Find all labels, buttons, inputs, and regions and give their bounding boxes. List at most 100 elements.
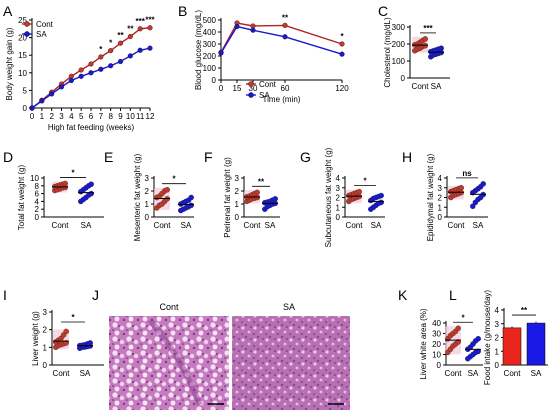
x-tick-label: Cont: [53, 369, 71, 378]
x-tick-label: SA: [531, 369, 542, 378]
data-point-cont: [62, 180, 68, 187]
x-tick-label: SA: [81, 221, 92, 230]
data-point-sa: [127, 53, 133, 59]
legend-label-sa-b: SA: [259, 91, 270, 100]
y-axis-label: Liver white area (%): [419, 308, 428, 379]
y-tick-label: 4: [495, 306, 500, 315]
panel-letter-i: I: [3, 287, 7, 303]
y-tick-label: 2: [35, 205, 40, 214]
data-point-sa: [88, 190, 94, 197]
x-tick-label: 1: [40, 112, 45, 121]
data-point-sa: [188, 194, 194, 201]
data-point-cont: [422, 36, 428, 42]
x-axis-label: Time (min): [263, 95, 301, 104]
x-tick-label: 30: [249, 84, 258, 93]
significance-label: **: [127, 25, 134, 34]
data-point-cont: [254, 189, 260, 196]
bar-sa: [526, 322, 546, 366]
y-tick-label: 4: [35, 197, 40, 206]
data-point-cont: [63, 328, 69, 335]
panel-letter-l: L: [449, 287, 457, 303]
y-tick-label: 3: [145, 174, 150, 183]
x-tick-label: 10: [126, 112, 135, 121]
y-tick-label: 2: [145, 187, 150, 196]
y-tick-label: 3: [336, 184, 341, 193]
data-point-sa: [108, 63, 114, 69]
y-tick-label: 3: [495, 320, 500, 329]
x-tick-label: 7: [99, 112, 104, 121]
significance-label: ***: [135, 17, 145, 26]
data-point-sa: [68, 77, 74, 84]
data-point-cont: [78, 67, 84, 73]
legend-marker-cont-b: [248, 81, 254, 87]
significance-label: *: [172, 175, 176, 184]
y-tick-label: 10: [432, 351, 441, 360]
data-point-cont: [356, 188, 362, 195]
y-tick-label: 0: [35, 213, 40, 222]
y-tick-label: 5: [23, 86, 28, 95]
legend-label-cont-b: Cont: [259, 80, 277, 89]
x-tick-label: 120: [335, 84, 349, 93]
y-axis-label: Mesenteric fat weight (g): [133, 153, 142, 241]
panel-letter-f: F: [204, 149, 213, 165]
x-tick-label: SA: [181, 221, 192, 230]
x-tick-label: SA: [431, 82, 442, 91]
significance-label: **: [282, 13, 289, 22]
y-tick-label: 0: [336, 213, 341, 222]
y-tick-label: 500: [203, 16, 217, 25]
x-axis-label: High fat feeding (weeks): [48, 123, 135, 132]
data-point-sa: [88, 181, 94, 187]
significance-label: *: [99, 45, 103, 54]
x-tick-label: SA: [468, 369, 479, 378]
significance-label: **: [521, 306, 528, 315]
panel-letter-e: E: [104, 149, 113, 165]
x-tick-label: 0: [30, 112, 35, 121]
data-point-cont: [127, 33, 133, 40]
y-tick-label: 8: [35, 182, 40, 191]
data-point-cont: [339, 41, 345, 47]
y-tick-label: 4: [336, 174, 341, 183]
y-tick-label: 0: [212, 76, 217, 85]
y-tick-label: 2: [495, 334, 500, 343]
y-axis-label: Cholesterol (mg/dL): [383, 17, 392, 88]
y-tick-label: 1: [438, 203, 443, 212]
x-tick-label: 15: [233, 84, 242, 93]
x-tick-label: 9: [118, 112, 123, 121]
data-point-sa: [339, 51, 345, 57]
data-point-sa: [480, 181, 486, 187]
x-tick-label: Cont: [52, 221, 70, 230]
panel-letter-h: H: [402, 149, 412, 165]
panel-letter-k: K: [398, 287, 408, 303]
y-tick-label: 2: [438, 194, 443, 203]
x-tick-label: Cont: [244, 221, 262, 230]
data-point-sa: [29, 105, 35, 111]
y-tick-label: 200: [392, 40, 406, 49]
y-axis-label: Blood glucose (mg/dL): [194, 10, 203, 90]
y-tick-label: 0: [235, 213, 240, 222]
x-tick-label: 12: [146, 112, 155, 121]
x-tick-label: SA: [473, 221, 484, 230]
x-tick-label: 5: [79, 112, 84, 121]
y-tick-label: 30: [432, 330, 441, 339]
data-point-sa: [475, 348, 481, 355]
y-tick-label: 0: [495, 361, 500, 370]
panel-letter-b: B: [178, 3, 187, 19]
data-point-cont: [117, 40, 124, 46]
data-point-sa: [470, 203, 476, 210]
y-tick-label: 100: [392, 57, 406, 66]
y-tick-label: 300: [203, 40, 217, 49]
data-point-cont: [88, 61, 94, 67]
y-axis-label: Total fat weight (g): [17, 164, 26, 230]
panel-letter-a: A: [3, 3, 13, 19]
y-tick-label: 2: [43, 326, 48, 335]
significance-label: *: [340, 32, 344, 41]
y-tick-label: 10: [30, 174, 39, 183]
data-point-sa: [272, 196, 278, 202]
y-tick-label: 0: [437, 361, 442, 370]
y-tick-label: 400: [203, 28, 217, 37]
x-tick-label: Cont: [412, 82, 430, 91]
data-point-sa: [137, 47, 143, 53]
micrograph-cont: [109, 316, 229, 410]
significance-label: ***: [423, 24, 433, 33]
